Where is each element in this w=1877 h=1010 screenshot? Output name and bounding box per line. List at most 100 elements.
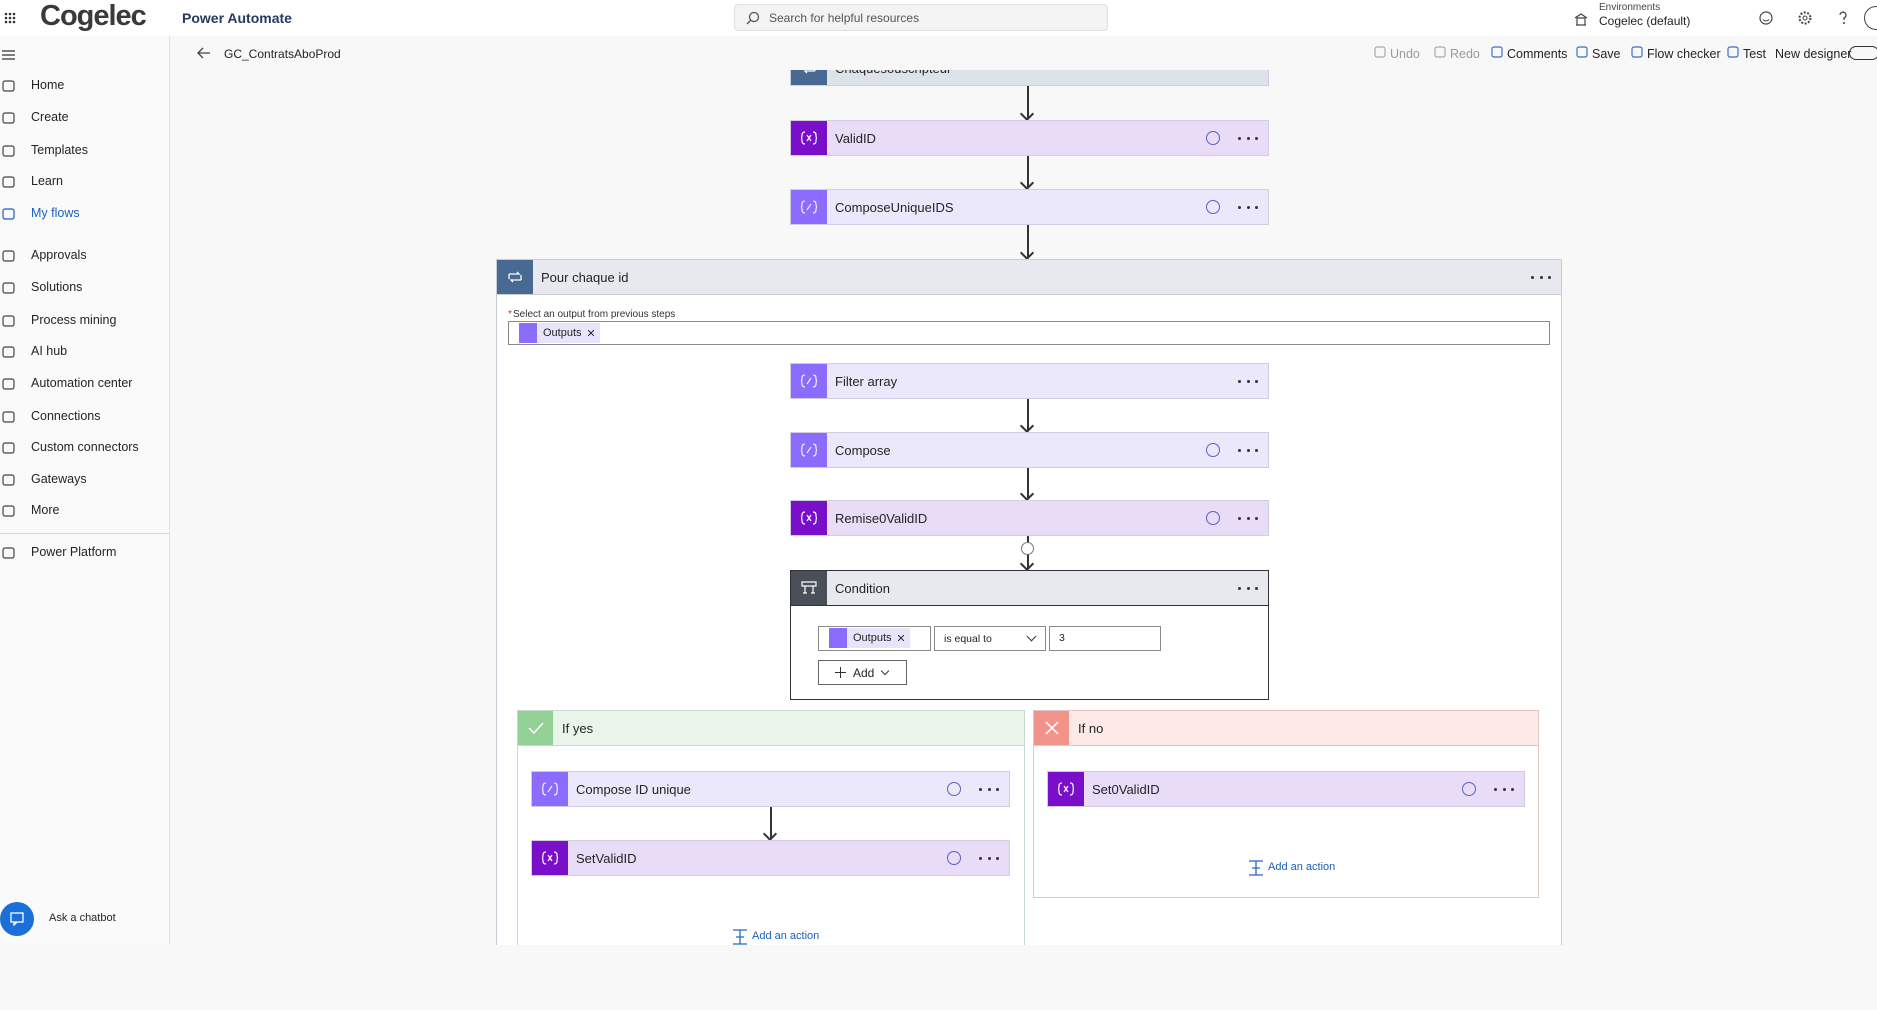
collapse-menu[interactable] <box>2 49 16 61</box>
nav-item[interactable]: Learn <box>31 174 63 188</box>
condition-right[interactable]: 3 <box>1049 626 1161 651</box>
toolbar-action[interactable]: Flow checker <box>1647 47 1721 61</box>
environment-name[interactable]: Cogelec (default) <box>1599 14 1691 28</box>
nav-item[interactable]: Automation center <box>31 376 133 390</box>
add-action-icon-glyph <box>1249 860 1263 876</box>
nav-icon <box>1 142 21 165</box>
search-box[interactable]: Search for helpful resources <box>734 4 1108 31</box>
add-button[interactable]: Add <box>818 660 907 685</box>
value-label: 3 <box>1059 632 1065 644</box>
header: Cogelec Power Automate Search for helpfu… <box>0 0 1877 36</box>
designer-canvas: Chaquesouscripteur ValidID ComposeUniqueID… <box>0 0 1877 945</box>
more-menu[interactable] <box>1494 787 1514 791</box>
nav-item[interactable]: Create <box>31 110 69 124</box>
action-title: Compose ID unique <box>576 781 691 797</box>
nav-icon-glyph <box>2 145 15 157</box>
action-card[interactable]: Condition <box>790 570 1269 606</box>
chatbot-label[interactable]: Ask a chatbot <box>49 912 116 924</box>
nav-item[interactable]: Approvals <box>31 248 87 262</box>
action-card[interactable]: Set0ValidID <box>1047 771 1525 807</box>
nav-item[interactable]: More <box>31 503 60 517</box>
condition-operator[interactable]: is equal to <box>934 626 1046 651</box>
add-action[interactable]: Add an action <box>752 930 820 942</box>
nav-item[interactable]: Connections <box>31 409 101 423</box>
help-icon[interactable] <box>947 782 961 796</box>
dot <box>1255 448 1258 452</box>
connector-arrow <box>770 807 772 838</box>
toolbar-icon <box>1726 45 1746 68</box>
nav-item[interactable]: Gateways <box>31 472 87 486</box>
nav-item[interactable]: Process mining <box>31 313 117 327</box>
toolbar-action[interactable]: Comments <box>1507 47 1568 61</box>
feedback-icon[interactable] <box>1759 11 1773 25</box>
more-menu[interactable] <box>979 787 999 791</box>
add-action[interactable]: Add an action <box>1268 861 1336 873</box>
nav-icon <box>1 502 21 525</box>
toolbar-action[interactable]: Save <box>1592 47 1621 61</box>
add-action-icon-glyph <box>733 929 747 945</box>
help-icon[interactable] <box>1206 511 1220 525</box>
help-icon[interactable] <box>1206 200 1220 214</box>
nav-item[interactable]: Templates <box>31 143 88 157</box>
condition-left[interactable]: Outputs <box>818 626 931 651</box>
help-icon[interactable] <box>947 851 961 865</box>
output-field[interactable]: Outputs <box>508 321 1550 345</box>
new-designer-toggle[interactable] <box>1849 46 1877 60</box>
action-card[interactable]: SetValidID <box>531 840 1010 876</box>
action-card[interactable]: ComposeUniqueIDS <box>790 189 1269 225</box>
app-name[interactable]: Power Automate <box>182 10 292 26</box>
nav-item[interactable]: Solutions <box>31 280 83 294</box>
action-card[interactable]: ValidID <box>790 120 1269 156</box>
action-card[interactable]: Compose <box>790 432 1269 468</box>
action-title: Set0ValidID <box>1092 781 1160 797</box>
toolbar-icon <box>1575 45 1595 68</box>
more-menu[interactable] <box>1238 448 1258 452</box>
token-remove[interactable] <box>897 635 904 641</box>
action-card[interactable]: Pour chaque id <box>496 259 1562 295</box>
environment-label: Environments <box>1599 2 1661 13</box>
toolbar-action[interactable]: New designer <box>1775 47 1852 61</box>
token[interactable]: Outputs <box>829 628 910 648</box>
app-launcher[interactable] <box>4 12 16 24</box>
more-menu[interactable] <box>1531 275 1551 279</box>
help-icon[interactable] <box>1206 443 1220 457</box>
chatbot-button[interactable] <box>0 902 34 936</box>
nav-item[interactable]: AI hub <box>31 344 68 358</box>
dot <box>1238 448 1241 452</box>
nav-icon-glyph <box>2 547 15 559</box>
toolbar: GC_ContratsAboProd <box>170 36 1877 70</box>
nav-item[interactable]: My flows <box>31 206 80 220</box>
token-remove[interactable] <box>587 330 594 336</box>
dot <box>1246 205 1250 209</box>
more-menu[interactable] <box>979 856 999 860</box>
toolbar-action[interactable]: Redo <box>1450 47 1480 61</box>
action-icon-glyph <box>800 511 818 525</box>
toolbar-action[interactable]: Undo <box>1390 47 1420 61</box>
settings-icon[interactable] <box>1798 11 1812 25</box>
token[interactable]: Outputs <box>519 323 600 343</box>
help-icon[interactable] <box>1462 782 1476 796</box>
nav-item[interactable]: Custom connectors <box>31 440 139 454</box>
action-card[interactable]: Filter array <box>790 363 1269 399</box>
nav-item[interactable]: Power Platform <box>31 545 117 559</box>
more-menu[interactable] <box>1238 586 1258 590</box>
action-card[interactable]: Compose ID unique <box>531 771 1010 807</box>
action-card[interactable]: Remise0ValidID <box>790 500 1269 536</box>
more-menu[interactable] <box>1238 516 1258 520</box>
toolbar-action[interactable]: Test <box>1743 47 1766 61</box>
action-icon <box>791 571 827 605</box>
action-card[interactable]: Chaquesouscripteur <box>790 70 1269 86</box>
nav-item[interactable]: Home <box>31 78 65 92</box>
more-menu[interactable] <box>1238 205 1258 209</box>
action-icon-glyph <box>800 131 818 145</box>
insert-step[interactable] <box>1021 542 1034 555</box>
dot <box>1246 448 1250 452</box>
back-button[interactable] <box>197 47 211 59</box>
more-menu[interactable] <box>1238 379 1258 383</box>
action-icon-glyph <box>800 200 818 214</box>
help-icon[interactable] <box>1837 10 1849 26</box>
dot <box>1531 275 1534 279</box>
more-menu[interactable] <box>1238 136 1258 140</box>
profile-avatar[interactable] <box>1864 6 1877 30</box>
help-icon[interactable] <box>1206 131 1220 145</box>
